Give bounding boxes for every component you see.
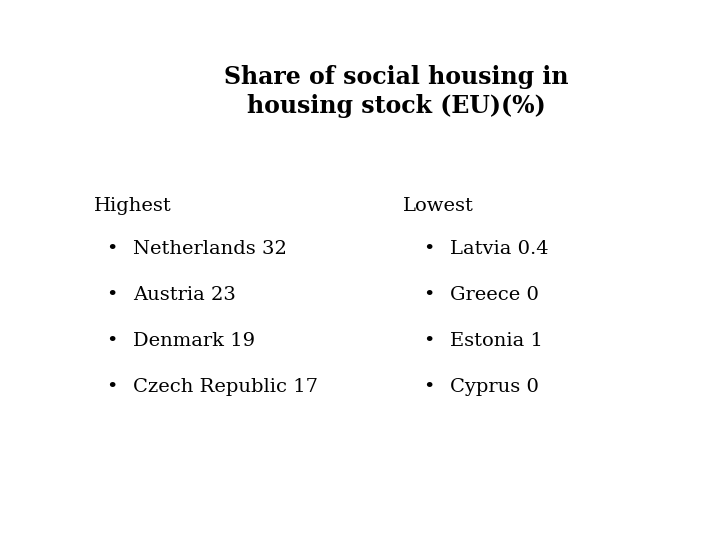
Text: Netherlands 32: Netherlands 32 bbox=[133, 240, 287, 258]
Text: Lowest: Lowest bbox=[403, 197, 474, 215]
Text: Denmark 19: Denmark 19 bbox=[133, 332, 256, 350]
Text: •: • bbox=[106, 240, 117, 258]
Text: •: • bbox=[106, 332, 117, 350]
Text: Estonia 1: Estonia 1 bbox=[450, 332, 543, 350]
Text: •: • bbox=[423, 332, 434, 350]
Text: •: • bbox=[106, 378, 117, 396]
Text: •: • bbox=[423, 378, 434, 396]
Text: Highest: Highest bbox=[94, 197, 171, 215]
Text: •: • bbox=[106, 286, 117, 304]
Text: Share of social housing in
housing stock (EU)(%): Share of social housing in housing stock… bbox=[224, 65, 568, 118]
Text: Austria 23: Austria 23 bbox=[133, 286, 236, 304]
Text: Czech Republic 17: Czech Republic 17 bbox=[133, 378, 318, 396]
Text: Latvia 0.4: Latvia 0.4 bbox=[450, 240, 549, 258]
Text: Greece 0: Greece 0 bbox=[450, 286, 539, 304]
Text: Cyprus 0: Cyprus 0 bbox=[450, 378, 539, 396]
Text: •: • bbox=[423, 240, 434, 258]
Text: •: • bbox=[423, 286, 434, 304]
